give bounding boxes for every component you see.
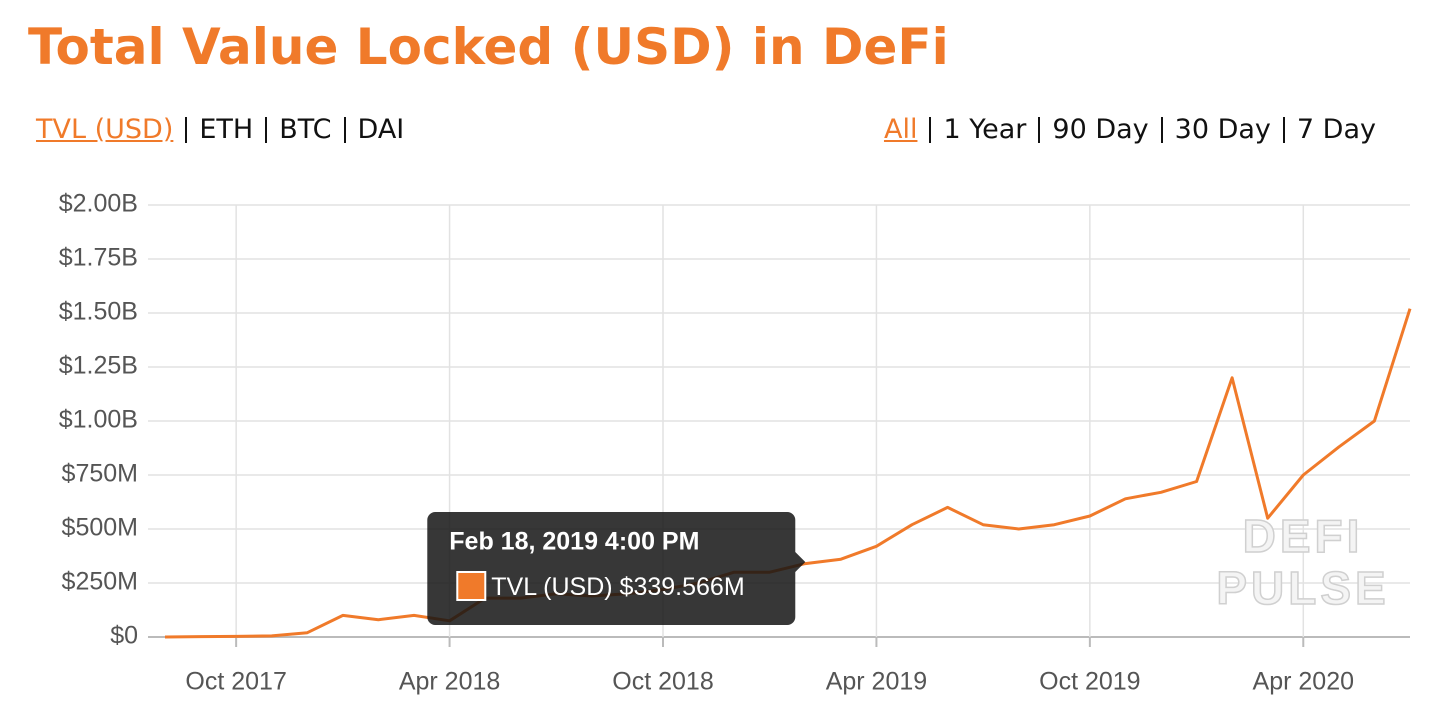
tab-separator (1282, 116, 1285, 143)
tab[interactable]: 7 Day (1296, 114, 1376, 145)
tab[interactable]: DAI (357, 114, 405, 145)
y-tick-label: $750M (62, 460, 138, 488)
tab[interactable]: All (883, 114, 918, 145)
x-tick-label: Apr 2018 (399, 668, 500, 696)
tab-separator (343, 116, 346, 143)
tab[interactable]: 30 Day (1174, 114, 1271, 145)
y-tick-label: $1.00B (59, 406, 138, 434)
tab[interactable]: 90 Day (1052, 114, 1149, 145)
tab[interactable]: TVL (USD) (36, 114, 174, 145)
watermark: PULSE (1216, 562, 1389, 614)
tab-separator (1038, 116, 1041, 143)
y-tick-label: $1.25B (59, 352, 138, 380)
tooltip-series: TVL (USD) (491, 573, 612, 601)
x-tick-label: Oct 2018 (612, 668, 713, 696)
y-tick-label: $500M (62, 514, 138, 542)
tab-separator (185, 116, 188, 143)
y-tick-label: $2.00B (59, 190, 138, 218)
range-tabs: All 1 Year 90 Day 30 Day 7 Day (884, 114, 1376, 145)
tooltip-value-label: $339.566M (620, 573, 745, 601)
metric-tabs: TVL (USD) ETH BTC DAI (36, 114, 404, 145)
x-tick-label: Apr 2019 (826, 668, 927, 696)
tab-separator (929, 116, 932, 143)
page-title: Total Value Locked (USD) in DeFi (28, 18, 949, 76)
x-tick-label: Apr 2020 (1253, 668, 1354, 696)
y-tick-label: $1.50B (59, 298, 138, 326)
tab-separator (1160, 116, 1163, 143)
watermark: DEFI (1243, 510, 1364, 562)
tab[interactable]: 1 Year (943, 114, 1027, 145)
tooltip-value: TVL (USD) $339.566M (491, 573, 744, 601)
tooltip-swatch (456, 571, 487, 601)
tooltip-title: Feb 18, 2019 4:00 PM (449, 528, 699, 556)
tab-separator (265, 116, 268, 143)
tooltip-box (427, 512, 806, 625)
tab[interactable]: BTC (279, 114, 332, 145)
tab[interactable]: ETH (199, 114, 254, 145)
tooltip: Feb 18, 2019 4:00 PM TVL (USD) $339.566M (427, 512, 806, 625)
x-tick-label: Oct 2019 (1039, 668, 1140, 696)
y-tick-label: $0 (110, 622, 138, 650)
y-tick-label: $1.75B (59, 244, 138, 272)
y-tick-label: $250M (62, 568, 138, 596)
x-tick-label: Oct 2017 (185, 668, 286, 696)
